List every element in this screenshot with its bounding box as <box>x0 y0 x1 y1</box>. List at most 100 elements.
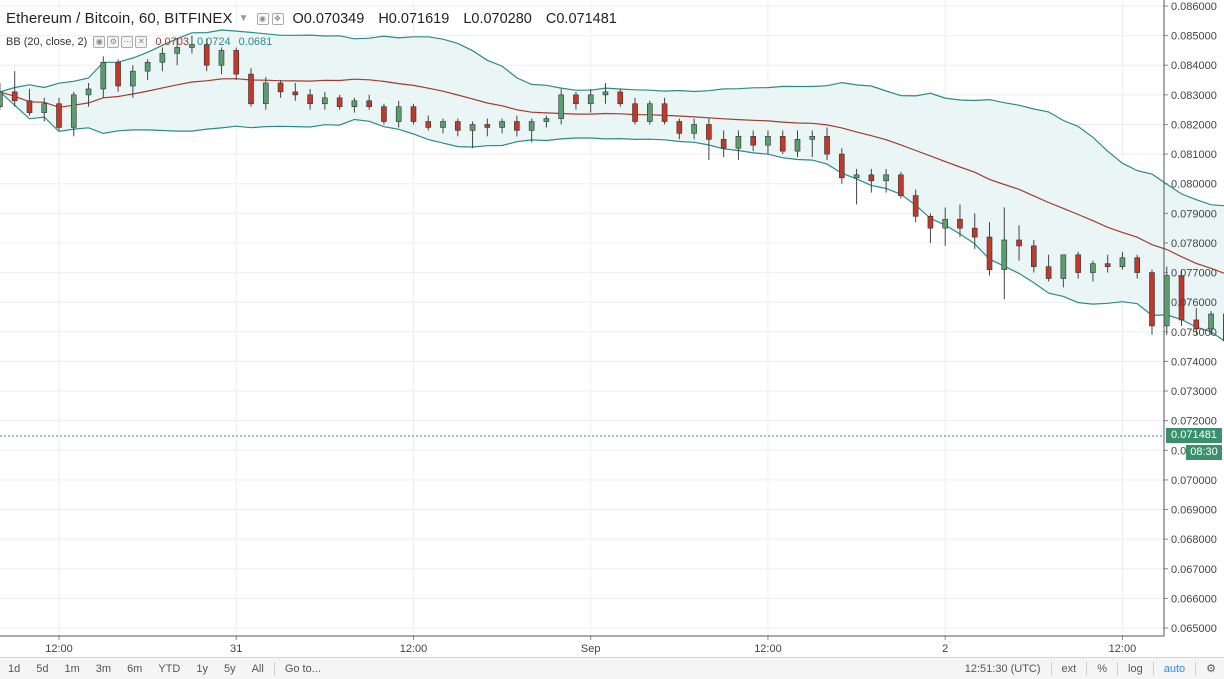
candle-body <box>454 121 461 131</box>
divider <box>1050 661 1052 676</box>
range-all-button[interactable]: All <box>251 662 264 675</box>
y-tick-label: 0.067000 <box>1171 564 1217 576</box>
x-tick-label: 2 <box>942 643 948 655</box>
candle-body <box>233 50 240 75</box>
candle-up <box>558 88 564 125</box>
indicator-label[interactable]: BB (20, close, 2) <box>6 36 88 48</box>
bottom-right-controls: 12:51:30 (UTC) ext % log auto ⚙ <box>957 658 1224 679</box>
x-tick-label: Sep <box>581 643 601 655</box>
candle-down <box>971 213 978 249</box>
candle-up <box>41 97 48 122</box>
candle-body <box>1178 275 1185 321</box>
utc-clock[interactable]: 12:51:30 (UTC) <box>964 662 1041 675</box>
candle-up <box>159 47 166 72</box>
bb-upper-value: 0.0724 <box>196 36 231 48</box>
candle-body <box>514 121 520 131</box>
symbol-title[interactable]: Ethereum / Bitcoin, 60, BITFINEX <box>6 10 233 27</box>
auto-toggle[interactable]: auto <box>1163 662 1186 675</box>
gear-icon[interactable]: ⚙ <box>1206 663 1216 675</box>
settings-icon[interactable]: ⚙ <box>107 36 120 48</box>
range-1d-button[interactable]: 1d <box>8 662 21 675</box>
candle-body <box>351 100 358 108</box>
divider <box>1152 661 1154 676</box>
candle-down <box>336 94 343 110</box>
candle-body <box>691 124 697 134</box>
candle-down <box>366 94 372 110</box>
x-tick-label: 12:00 <box>1109 643 1137 655</box>
candle-up <box>1163 266 1170 335</box>
chevron-down-icon[interactable]: ▼ <box>238 13 249 24</box>
chart-axes: 0.086000 0.085000 0.084000 0.083000 0.082000… <box>0 0 1217 655</box>
percent-toggle[interactable]: % <box>1097 662 1108 675</box>
goto-button[interactable]: Go to... <box>284 662 321 675</box>
eye-icon[interactable]: ◉ <box>93 36 106 48</box>
candle-down <box>720 130 727 158</box>
candle-down <box>632 97 638 125</box>
x-tick-label: 12:00 <box>754 643 782 655</box>
candle-up <box>1001 207 1008 300</box>
candle-up <box>765 130 771 155</box>
candle-body <box>1193 319 1200 330</box>
settings-icon[interactable]: ✥ <box>271 12 284 25</box>
more-icon[interactable]: ⋯ <box>121 36 134 48</box>
bb-lower-value: 0.0681 <box>238 36 273 48</box>
candle-body <box>366 100 372 108</box>
y-tick-label: 0.065000 <box>1171 623 1217 635</box>
candle-down <box>292 83 299 101</box>
high-value: H0.071619 <box>378 10 450 27</box>
candle-body <box>262 82 269 105</box>
candle-body <box>602 91 609 96</box>
candle-down <box>898 171 904 199</box>
candle-body <box>750 136 756 146</box>
range-ytd-button[interactable]: YTD <box>158 662 181 675</box>
y-tick-label: 0.085000 <box>1171 31 1217 43</box>
candle-body <box>824 136 830 155</box>
range-5d-button[interactable]: 5d <box>36 662 49 675</box>
candle-body <box>779 136 786 152</box>
candle-down <box>1104 254 1111 273</box>
candle-body <box>927 215 934 229</box>
candle-down <box>750 130 756 152</box>
candle-body <box>839 153 845 179</box>
candle-up <box>85 83 92 107</box>
candle-body <box>898 174 904 196</box>
candle-body <box>41 103 48 113</box>
y-tick-label: 0.076000 <box>1171 297 1217 309</box>
candle-down <box>1193 308 1200 335</box>
candle-body <box>26 100 33 113</box>
range-5y-button[interactable]: 5y <box>223 662 236 675</box>
candle-body <box>425 121 432 128</box>
eye-icon[interactable]: ◉ <box>256 12 269 25</box>
candle-down <box>233 47 240 81</box>
candle-body <box>410 106 417 122</box>
candle-body <box>528 121 535 131</box>
indicator-legend: BB (20, close, 2) ◉ ⚙ ⋯ ✕ 0.0703 0.0724 … <box>6 36 280 48</box>
range-1y-button[interactable]: 1y <box>196 662 208 675</box>
candle-up <box>1119 251 1126 270</box>
log-toggle[interactable]: log <box>1128 662 1143 675</box>
candle-up <box>809 130 816 158</box>
candle-body <box>1031 245 1037 267</box>
close-icon[interactable]: ✕ <box>135 36 148 48</box>
range-6m-button[interactable]: 6m <box>127 662 143 675</box>
candle-body <box>543 118 550 122</box>
candle-up <box>1090 260 1096 282</box>
range-1m-button[interactable]: 1m <box>64 662 80 675</box>
candle-body <box>1134 257 1141 273</box>
candle-body <box>646 103 653 122</box>
candle-down <box>927 213 934 243</box>
candle-down <box>839 148 845 184</box>
candle-body <box>1016 239 1022 247</box>
candle-body <box>292 91 299 96</box>
candle-body <box>381 106 387 122</box>
x-tick-label: 31 <box>230 643 242 655</box>
ext-toggle[interactable]: ext <box>1061 662 1077 675</box>
bb-basis-line <box>0 78 1224 274</box>
candle-down <box>11 71 18 107</box>
candle-down <box>514 115 520 137</box>
candle-body <box>440 121 446 128</box>
range-3m-button[interactable]: 3m <box>95 662 112 675</box>
candle-down <box>307 88 313 110</box>
candle-body <box>853 174 860 179</box>
